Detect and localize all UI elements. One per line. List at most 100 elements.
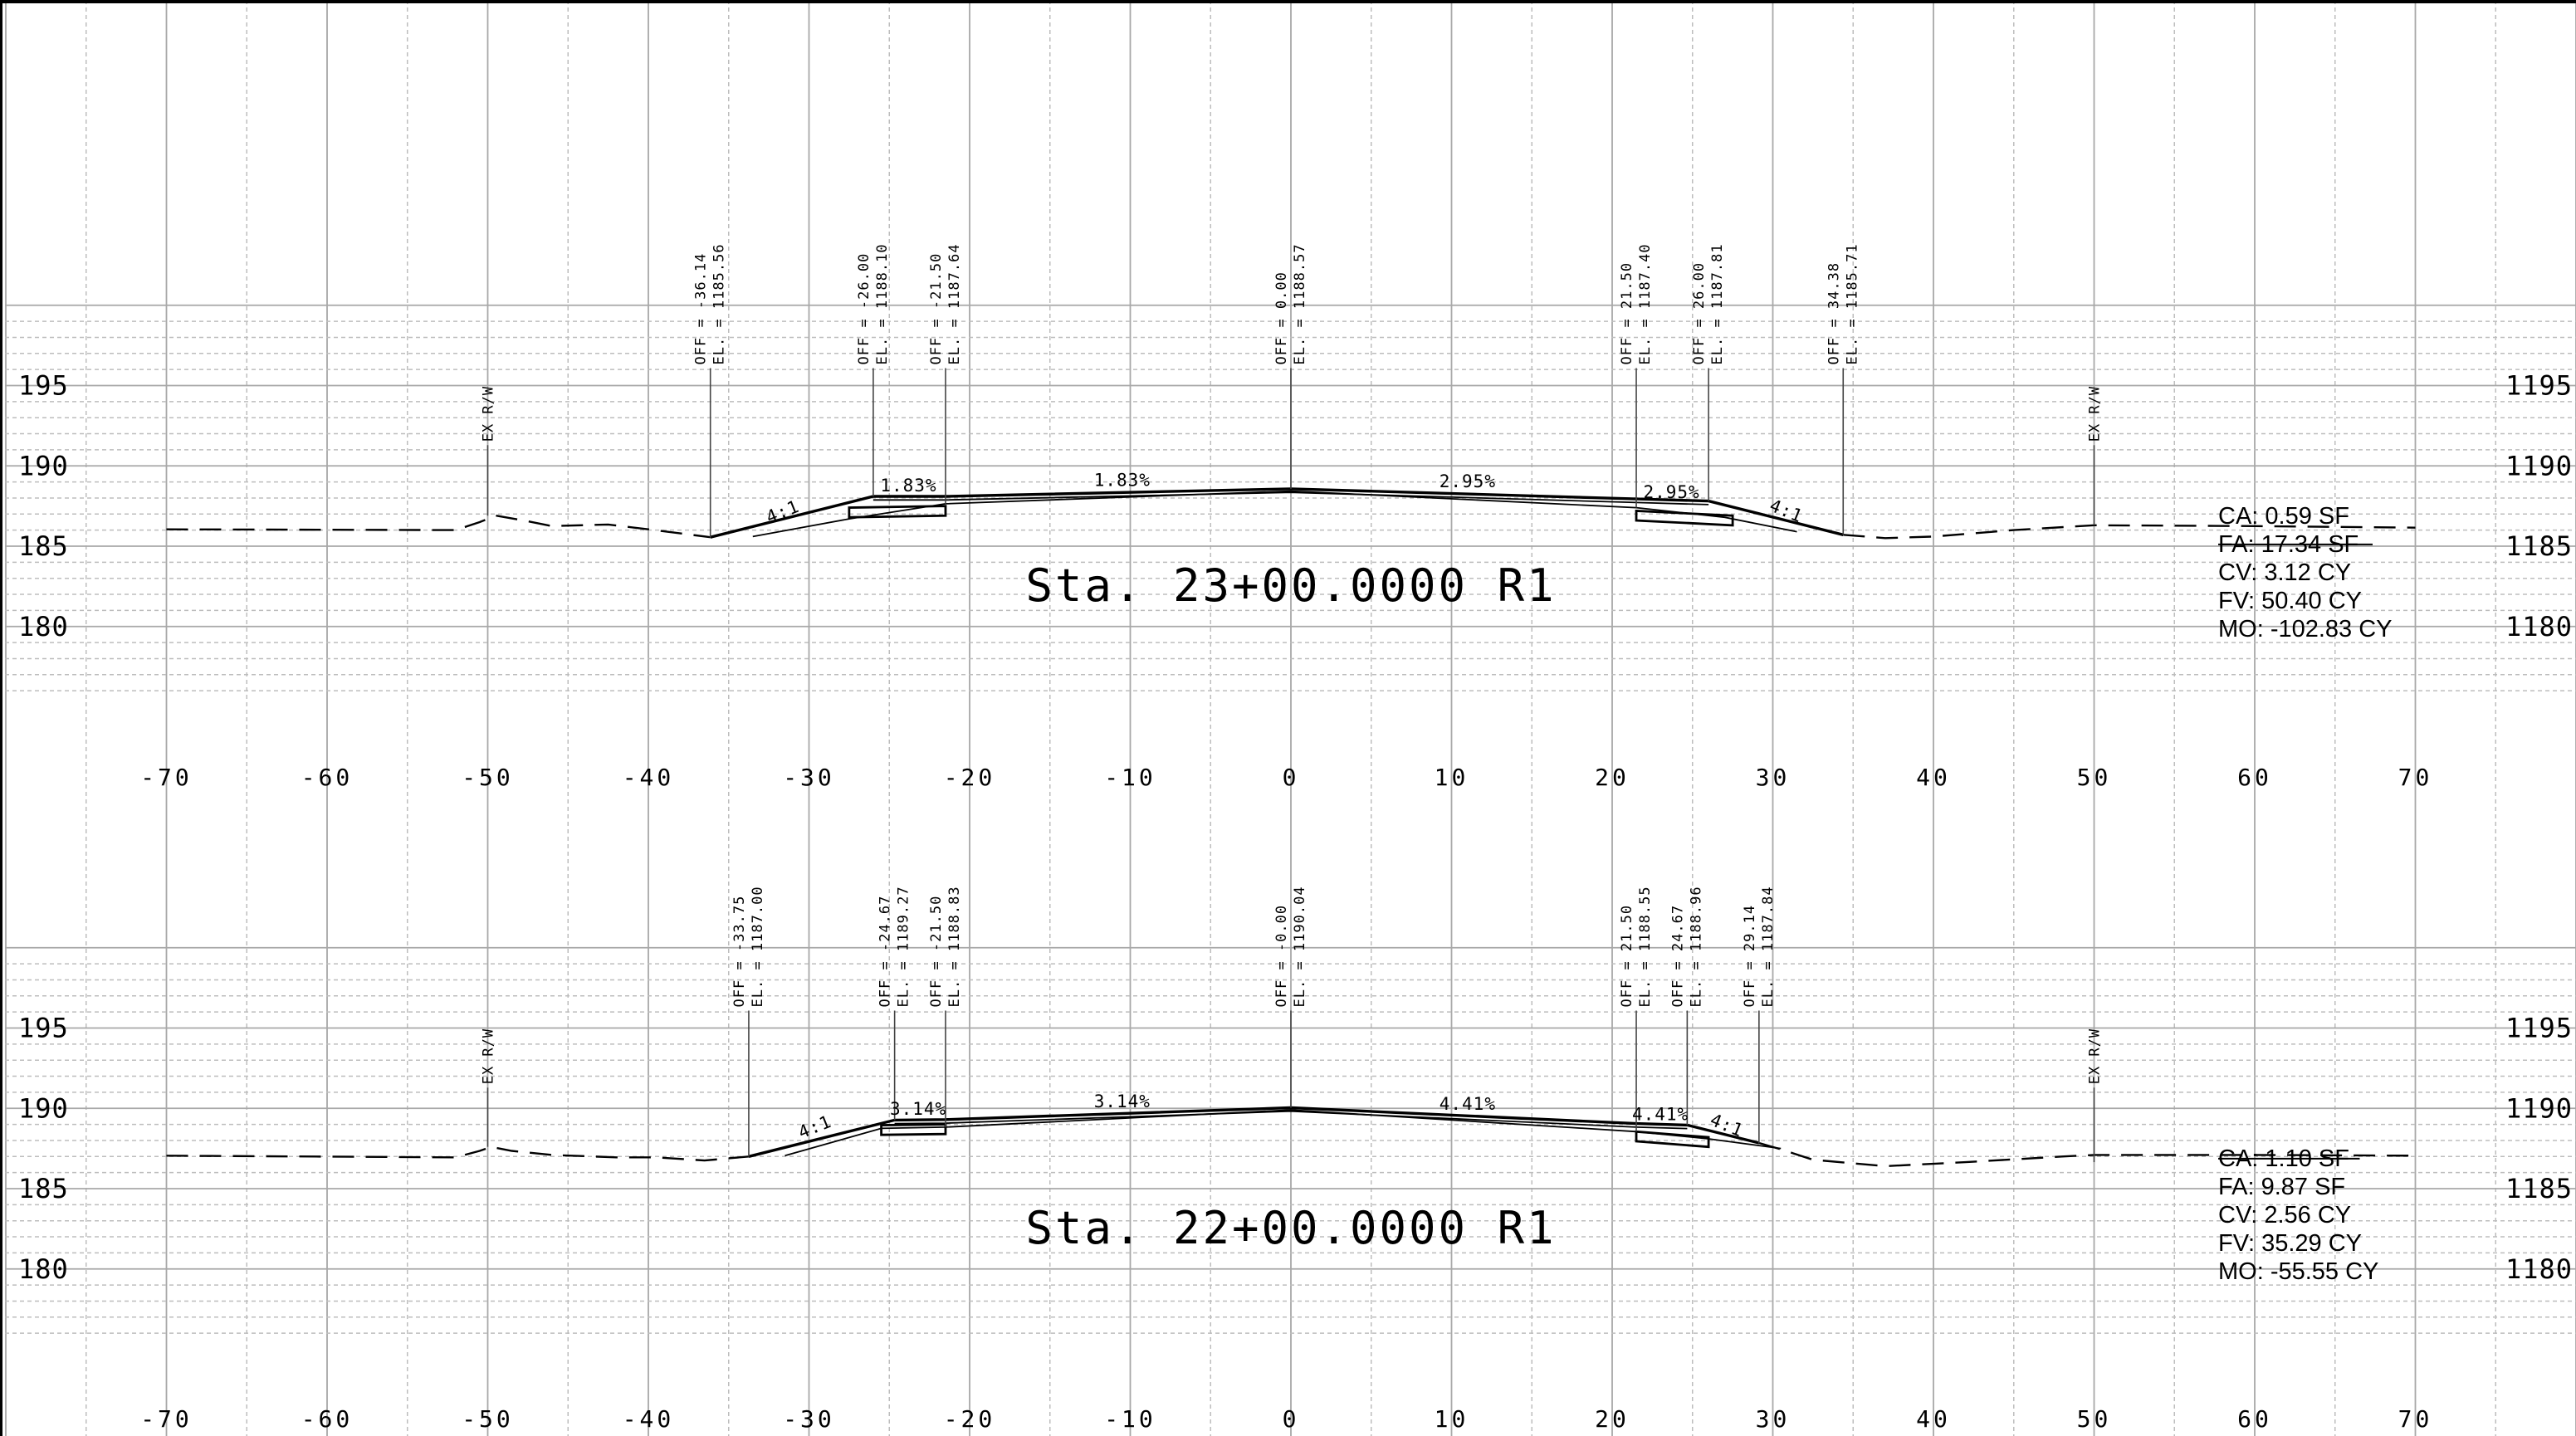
shoulder-section-box [848,505,947,519]
offset-label: 50 [2077,1405,2112,1433]
quantity-line: MO: -55.55 CY [2218,1258,2378,1285]
offset-label: 10 [1435,1405,1469,1433]
offset-annotation: OFF = 0.00 [1273,271,1290,364]
elevation-label-left: 190 [18,450,69,481]
elevation-label-left: 180 [18,1253,69,1285]
elevation-annotation: EL. = 1187.00 [750,886,766,1007]
elevation-annotation: EL. = 1185.56 [711,243,728,364]
offset-label: 10 [1435,764,1469,791]
elevation-annotation: EL. = 1187.40 [1637,243,1654,364]
elevation-label-left: 195 [18,1013,69,1044]
shoulder-section-box [1635,509,1734,527]
offset-annotation: OFF = -33.75 [731,896,748,1008]
shoulder-section-box [880,1123,947,1136]
elevation-label-right: 1180 [2505,611,2573,642]
elevation-annotation: EL. = 1185.71 [1844,243,1860,364]
finished-grade-line [748,1106,1760,1158]
slope-label: 4.41% [1632,1105,1689,1125]
quantity-line: FV: 35.29 CY [2218,1230,2362,1257]
offset-label: -20 [944,1405,996,1433]
offset-annotation: OFF = 29.14 [1742,905,1758,1008]
offset-label: 60 [2237,1405,2272,1433]
offset-label: 30 [1756,1405,1791,1433]
elevation-label-left: 195 [18,370,69,402]
existing-ground-right [1758,1141,2416,1168]
elevation-label-right: 1185 [2505,1173,2573,1204]
pavement-bottom-line [873,491,1709,506]
existing-ground-left [166,514,711,539]
elevation-label-right: 1180 [2505,1253,2573,1285]
elevation-label-left: 190 [18,1092,69,1124]
elevation-label-right: 1190 [2505,1092,2573,1124]
offset-label: -10 [1104,764,1156,791]
elevation-label-right: 1195 [2505,370,2573,402]
slope-label: 1.83% [880,476,936,496]
offset-annotation: OFF = 34.38 [1826,262,1842,365]
offset-label: 0 [1283,764,1300,791]
offset-label: 30 [1756,764,1791,791]
quantity-line: CV: 2.56 CY [2218,1202,2351,1228]
elevation-label-right: 1195 [2505,1013,2573,1044]
offset-label: -10 [1104,1405,1156,1433]
slope-label: 2.95% [1643,482,1699,502]
quantity-line: FV: 50.40 CY [2218,588,2362,614]
cross-sections: 195 190 185 180 1195 1190 1185 1180 -70 -60 -50 -40… [18,243,2573,1433]
offset-label: -40 [623,764,675,791]
offset-label: 70 [2398,764,2433,791]
offset-label: 0 [1283,1405,1300,1433]
elevation-annotation: EL. = 1188.57 [1292,243,1308,364]
right-of-way-label: EX R/W [2087,386,2104,442]
offset-label: 40 [1916,1405,1951,1433]
elevation-label-left: 185 [18,530,69,562]
subgrade-line [752,490,1797,538]
elevation-annotation: EL. = 1188.55 [1637,886,1654,1007]
offset-annotation: OFF = 26.00 [1691,262,1708,365]
offset-annotation: OFF = 24.67 [1669,905,1686,1008]
elevation-label-left: 185 [18,1173,69,1204]
grid [5,0,2576,1436]
quantity-line: FA: 9.87 SF [2218,1174,2345,1200]
quantity-line: MO: -102.83 CY [2218,616,2393,642]
slope-label: 1.83% [1094,470,1151,490]
section-upper: 195 190 185 180 1195 1190 1185 1180 -70 -60 -50 -40… [18,243,2573,791]
slope-label: 3.14% [890,1099,946,1119]
shoulder-section-box [1635,1130,1710,1149]
section-lower: 195 190 185 180 1195 1190 1185 1180 -70 -60 -50 -40… [18,886,2573,1433]
offset-label: -50 [462,764,514,791]
offset-label: 50 [2077,764,2112,791]
station-title: Sta. 22+00.0000 R1 [1025,1202,1556,1254]
offset-annotation: OFF = -21.50 [928,253,945,365]
offset-label: 60 [2237,764,2272,791]
station-title: Sta. 23+00.0000 R1 [1025,559,1556,612]
offset-label: -40 [623,1405,675,1433]
elevation-annotation: EL. = 1190.04 [1292,886,1308,1007]
offset-label: 20 [1595,1405,1630,1433]
right-of-way-label: EX R/W [481,386,497,442]
offset-annotation: OFF = -24.67 [877,896,894,1008]
elevation-annotation: EL. = 1189.27 [896,886,912,1007]
elevation-annotation: EL. = 1187.84 [1760,886,1777,1007]
quantity-line: CA: 0.59 SF [2218,503,2349,530]
elevation-label-right: 1190 [2505,450,2573,481]
right-of-way-label: EX R/W [481,1028,497,1084]
offset-label: 20 [1595,764,1630,791]
elevation-annotation: EL. = 1187.81 [1709,243,1726,364]
quantity-line: CV: 3.12 CY [2218,559,2351,586]
elevation-annotation: EL. = 1188.96 [1688,886,1704,1007]
slope-label: 4.41% [1440,1094,1496,1114]
elevation-label-left: 180 [18,611,69,642]
offset-annotation: OFF = -0.00 [1273,905,1290,1008]
offset-annotation: OFF = -26.00 [856,253,873,365]
offset-label: -70 [140,1405,193,1433]
offset-label: -60 [301,764,354,791]
elevation-annotation: EL. = 1188.83 [946,886,963,1007]
offset-annotation: OFF = 21.50 [1619,905,1635,1008]
pavement-bottom-line [894,1110,1688,1130]
elevation-label-right: 1185 [2505,530,2573,562]
existing-ground-right [1843,524,2416,540]
slope-label: 2.95% [1440,471,1496,491]
offset-label: -30 [783,1405,835,1433]
offset-label: 70 [2398,1405,2433,1433]
